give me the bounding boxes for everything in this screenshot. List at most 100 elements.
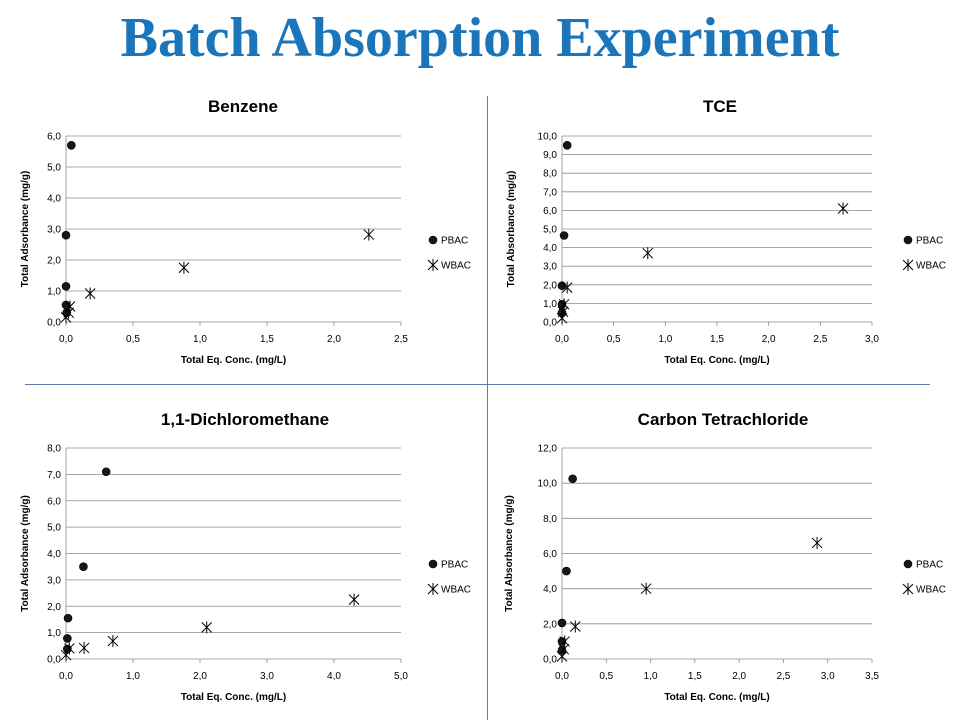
data-point-pbac: [67, 141, 76, 150]
data-point-wbac: [556, 312, 568, 325]
data-point-pbac: [562, 141, 572, 150]
legend-marker-pbac: [903, 559, 913, 569]
page-title: Batch Absorption Experiment: [120, 7, 840, 69]
y-axis-label: Total Adsorbance (mg/g): [20, 171, 31, 288]
chart-title: Carbon Tetrachloride: [638, 410, 809, 429]
data-point-wbac: [640, 582, 652, 595]
y-tick-label: 6,0: [543, 549, 557, 560]
data-point-pbac: [562, 566, 571, 576]
data-point-wbac: [78, 641, 90, 654]
legend-marker-pbac: [428, 235, 438, 245]
y-tick-label: 0,0: [47, 655, 61, 666]
x-tick-label: 1,0: [658, 334, 672, 345]
y-tick-label: 2,0: [543, 619, 557, 630]
chart-title: TCE: [703, 97, 737, 116]
data-point-wbac: [178, 261, 190, 274]
x-tick-label: 0,0: [59, 334, 73, 345]
y-tick-label: 10,0: [538, 132, 558, 143]
x-tick-label: 3,5: [865, 671, 879, 682]
x-tick-label: 1,5: [260, 334, 274, 345]
y-tick-label: 7,0: [543, 187, 557, 198]
y-tick-label: 1,0: [47, 628, 61, 639]
y-tick-label: 4,0: [543, 243, 557, 254]
y-tick-label: 3,0: [47, 575, 61, 586]
legend-marker-wbac: [902, 583, 914, 595]
x-axis-label: Total Eq. Conc. (mg/L): [664, 355, 769, 366]
y-tick-label: 12,0: [538, 444, 558, 455]
y-tick-label: 2,0: [543, 280, 557, 291]
x-tick-label: 1,5: [710, 334, 724, 345]
y-tick-label: 8,0: [47, 444, 61, 455]
y-tick-label: 0,0: [543, 655, 557, 666]
legend-marker-wbac: [902, 259, 914, 271]
data-point-wbac: [811, 536, 823, 549]
y-tick-label: 8,0: [543, 514, 557, 525]
y-axis-label: Total Adsorbance (mg/g): [20, 495, 31, 612]
legend-label-pbac: PBAC: [916, 236, 943, 247]
data-point-wbac: [363, 228, 375, 241]
data-point-wbac: [559, 635, 571, 648]
y-tick-label: 9,0: [543, 150, 557, 161]
x-tick-label: 0,5: [126, 334, 140, 345]
x-tick-label: 3,0: [821, 671, 835, 682]
x-tick-label: 3,0: [865, 334, 879, 345]
y-tick-label: 3,0: [47, 225, 61, 236]
data-point-wbac: [569, 620, 581, 633]
x-tick-label: 1,0: [193, 334, 207, 345]
data-point-wbac: [201, 621, 213, 634]
legend-marker-pbac: [903, 235, 913, 245]
x-tick-label: 2,0: [762, 334, 776, 345]
x-tick-label: 2,0: [327, 334, 341, 345]
legend-marker-wbac: [427, 583, 439, 595]
y-tick-label: 10,0: [538, 479, 558, 490]
y-tick-label: 5,0: [47, 523, 61, 534]
chart-title: Benzene: [208, 97, 278, 116]
data-point-wbac: [64, 300, 76, 313]
y-axis-label: Total Absorbance (mg/g): [504, 495, 515, 612]
y-tick-label: 5,0: [47, 163, 61, 174]
x-tick-label: 0,5: [607, 334, 621, 345]
data-point-wbac: [348, 593, 360, 606]
data-point-wbac: [63, 642, 75, 655]
x-tick-label: 4,0: [327, 671, 341, 682]
data-point-wbac: [558, 298, 570, 311]
chart-3: 1,1-Dichloromethane 0,0 1,0 2,0 3,0 4,0 5,0 6,0…: [20, 410, 471, 703]
legend-label-pbac: PBAC: [441, 560, 468, 571]
data-point-wbac: [107, 635, 119, 648]
legend-label-wbac: WBAC: [441, 585, 471, 596]
legend-label-wbac: WBAC: [441, 261, 471, 272]
legend-label-wbac: WBAC: [916, 585, 946, 596]
chart-title: 1,1-Dichloromethane: [161, 410, 329, 429]
legend-label-pbac: PBAC: [441, 236, 468, 247]
y-axis-label: Total Absorbance (mg/g): [506, 171, 517, 288]
y-tick-label: 6,0: [47, 132, 61, 143]
legend-label-wbac: WBAC: [916, 261, 946, 272]
y-tick-label: 4,0: [47, 549, 61, 560]
x-axis-label: Total Eq. Conc. (mg/L): [181, 692, 286, 703]
data-point-wbac: [642, 247, 654, 260]
y-tick-label: 7,0: [47, 470, 61, 481]
horizontal-divider: [25, 384, 930, 385]
chart-2: TCE 0,0 1,0 2,0 3,0 4,0 5,0 6,0 7,0 8,0 9,0 10,0 0,0…: [506, 97, 946, 366]
data-point-wbac: [84, 287, 96, 300]
y-tick-label: 2,0: [47, 256, 61, 267]
x-axis-label: Total Eq. Conc. (mg/L): [664, 692, 769, 703]
x-tick-label: 5,0: [394, 671, 408, 682]
x-tick-label: 1,0: [644, 671, 658, 682]
y-tick-label: 2,0: [47, 602, 61, 613]
data-point-pbac: [63, 634, 72, 643]
y-tick-label: 1,0: [47, 287, 61, 298]
legend-marker-wbac: [427, 259, 439, 271]
data-point-pbac: [559, 231, 569, 240]
data-point-pbac: [568, 474, 577, 484]
data-point-pbac: [557, 300, 567, 309]
data-point-wbac: [837, 202, 849, 215]
y-tick-label: 4,0: [543, 584, 557, 595]
vertical-divider: [487, 96, 488, 720]
y-tick-label: 0,0: [543, 318, 557, 329]
x-axis-label: Total Eq. Conc. (mg/L): [181, 355, 286, 366]
data-point-pbac: [557, 618, 567, 628]
data-point-pbac: [61, 230, 71, 240]
x-tick-label: 2,5: [394, 334, 408, 345]
data-point-wbac: [63, 306, 75, 319]
